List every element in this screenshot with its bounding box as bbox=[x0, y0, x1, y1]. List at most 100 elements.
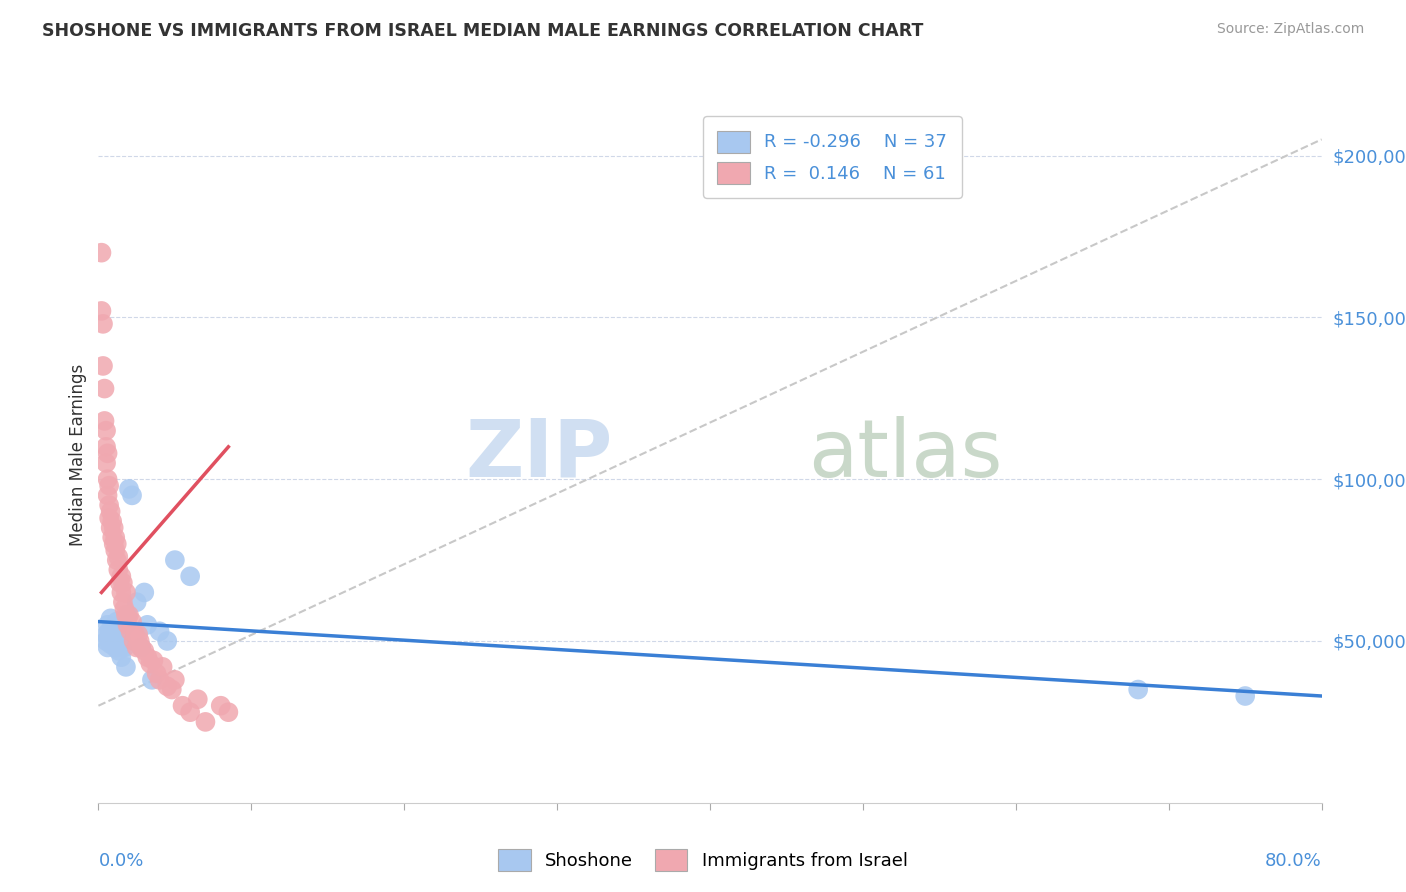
Point bbox=[136, 617, 159, 632]
Point bbox=[163, 673, 186, 687]
Text: 80.0%: 80.0% bbox=[1265, 852, 1322, 870]
Point bbox=[121, 615, 143, 629]
Point bbox=[100, 637, 122, 651]
Point bbox=[1128, 682, 1150, 697]
Point bbox=[94, 440, 117, 454]
Point bbox=[134, 643, 156, 657]
Point bbox=[101, 514, 124, 528]
Point bbox=[209, 698, 232, 713]
Point bbox=[122, 634, 145, 648]
Point bbox=[156, 679, 179, 693]
Point bbox=[179, 705, 201, 719]
Point bbox=[136, 650, 159, 665]
Point bbox=[163, 553, 186, 567]
Point bbox=[107, 624, 129, 639]
Point bbox=[107, 643, 129, 657]
Point bbox=[128, 634, 150, 648]
Point bbox=[142, 653, 165, 667]
Text: SHOSHONE VS IMMIGRANTS FROM ISRAEL MEDIAN MALE EARNINGS CORRELATION CHART: SHOSHONE VS IMMIGRANTS FROM ISRAEL MEDIA… bbox=[42, 22, 924, 40]
Point bbox=[103, 537, 125, 551]
Point bbox=[156, 634, 179, 648]
Point bbox=[152, 660, 174, 674]
Point bbox=[105, 537, 128, 551]
Point bbox=[172, 698, 194, 713]
Point bbox=[94, 634, 117, 648]
Point bbox=[103, 521, 125, 535]
Point bbox=[107, 563, 129, 577]
Point bbox=[98, 511, 121, 525]
Point bbox=[110, 634, 132, 648]
Point bbox=[110, 650, 132, 665]
Point bbox=[105, 615, 128, 629]
Point bbox=[97, 472, 120, 486]
Point bbox=[115, 585, 138, 599]
Point bbox=[160, 682, 183, 697]
Text: 0.0%: 0.0% bbox=[98, 852, 143, 870]
Point bbox=[97, 617, 120, 632]
Point bbox=[112, 640, 135, 655]
Point bbox=[115, 617, 138, 632]
Point bbox=[111, 595, 134, 609]
Y-axis label: Median Male Earnings: Median Male Earnings bbox=[69, 364, 87, 546]
Point bbox=[104, 543, 127, 558]
Point bbox=[117, 608, 139, 623]
Point bbox=[217, 705, 239, 719]
Point bbox=[98, 478, 121, 492]
Point bbox=[129, 640, 152, 655]
Point bbox=[115, 608, 138, 623]
Point bbox=[112, 601, 135, 615]
Point bbox=[118, 482, 141, 496]
Point bbox=[121, 488, 143, 502]
Point bbox=[149, 673, 172, 687]
Point bbox=[101, 627, 124, 641]
Point bbox=[100, 504, 122, 518]
Point bbox=[108, 617, 131, 632]
Point bbox=[98, 631, 121, 645]
Point bbox=[1234, 689, 1257, 703]
Point bbox=[118, 608, 141, 623]
Point bbox=[105, 553, 128, 567]
Point bbox=[107, 549, 129, 564]
Point bbox=[115, 660, 138, 674]
Point bbox=[124, 627, 146, 641]
Text: Source: ZipAtlas.com: Source: ZipAtlas.com bbox=[1216, 22, 1364, 37]
Legend: R = -0.296    N = 37, R =  0.146    N = 61: R = -0.296 N = 37, R = 0.146 N = 61 bbox=[703, 116, 962, 198]
Legend: Shoshone, Immigrants from Israel: Shoshone, Immigrants from Israel bbox=[491, 842, 915, 879]
Point bbox=[90, 304, 112, 318]
Point bbox=[101, 531, 124, 545]
Point bbox=[139, 657, 162, 671]
Point bbox=[100, 611, 122, 625]
Point bbox=[98, 624, 121, 639]
Point bbox=[104, 531, 127, 545]
Point bbox=[93, 414, 115, 428]
Point bbox=[103, 634, 125, 648]
Point bbox=[91, 317, 114, 331]
Point bbox=[129, 640, 152, 655]
Point bbox=[110, 569, 132, 583]
Point bbox=[117, 617, 139, 632]
Point bbox=[125, 640, 148, 655]
Point bbox=[111, 575, 134, 590]
Point bbox=[134, 585, 156, 599]
Point bbox=[94, 424, 117, 438]
Point bbox=[94, 456, 117, 470]
Text: ZIP: ZIP bbox=[465, 416, 612, 494]
Point bbox=[90, 245, 112, 260]
Point bbox=[110, 585, 132, 599]
Point bbox=[149, 624, 172, 639]
Point bbox=[111, 621, 134, 635]
Point bbox=[91, 359, 114, 373]
Point bbox=[104, 640, 127, 655]
Point bbox=[120, 624, 142, 639]
Point bbox=[194, 714, 217, 729]
Point bbox=[179, 569, 201, 583]
Point bbox=[103, 621, 125, 635]
Point bbox=[108, 575, 131, 590]
Point bbox=[97, 488, 120, 502]
Point bbox=[145, 666, 167, 681]
Point bbox=[187, 692, 209, 706]
Point bbox=[93, 382, 115, 396]
Point bbox=[97, 446, 120, 460]
Point bbox=[97, 640, 120, 655]
Point bbox=[100, 521, 122, 535]
